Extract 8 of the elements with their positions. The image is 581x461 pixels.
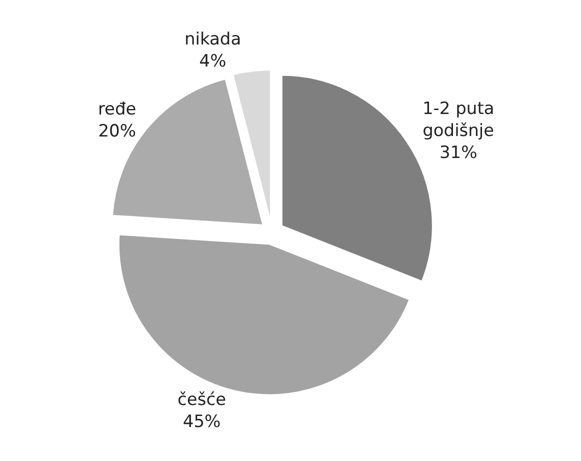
slice-label: nikada (184, 30, 242, 50)
slice-label: češće (178, 390, 226, 410)
slice-label: 1-2 puta godišnje (422, 98, 494, 142)
data-label: 45% (182, 412, 221, 432)
data-label: 31% (439, 143, 478, 164)
data-label: 4% (199, 52, 226, 72)
data-label: 20% (98, 121, 136, 142)
slice-label: ređe (98, 99, 136, 120)
